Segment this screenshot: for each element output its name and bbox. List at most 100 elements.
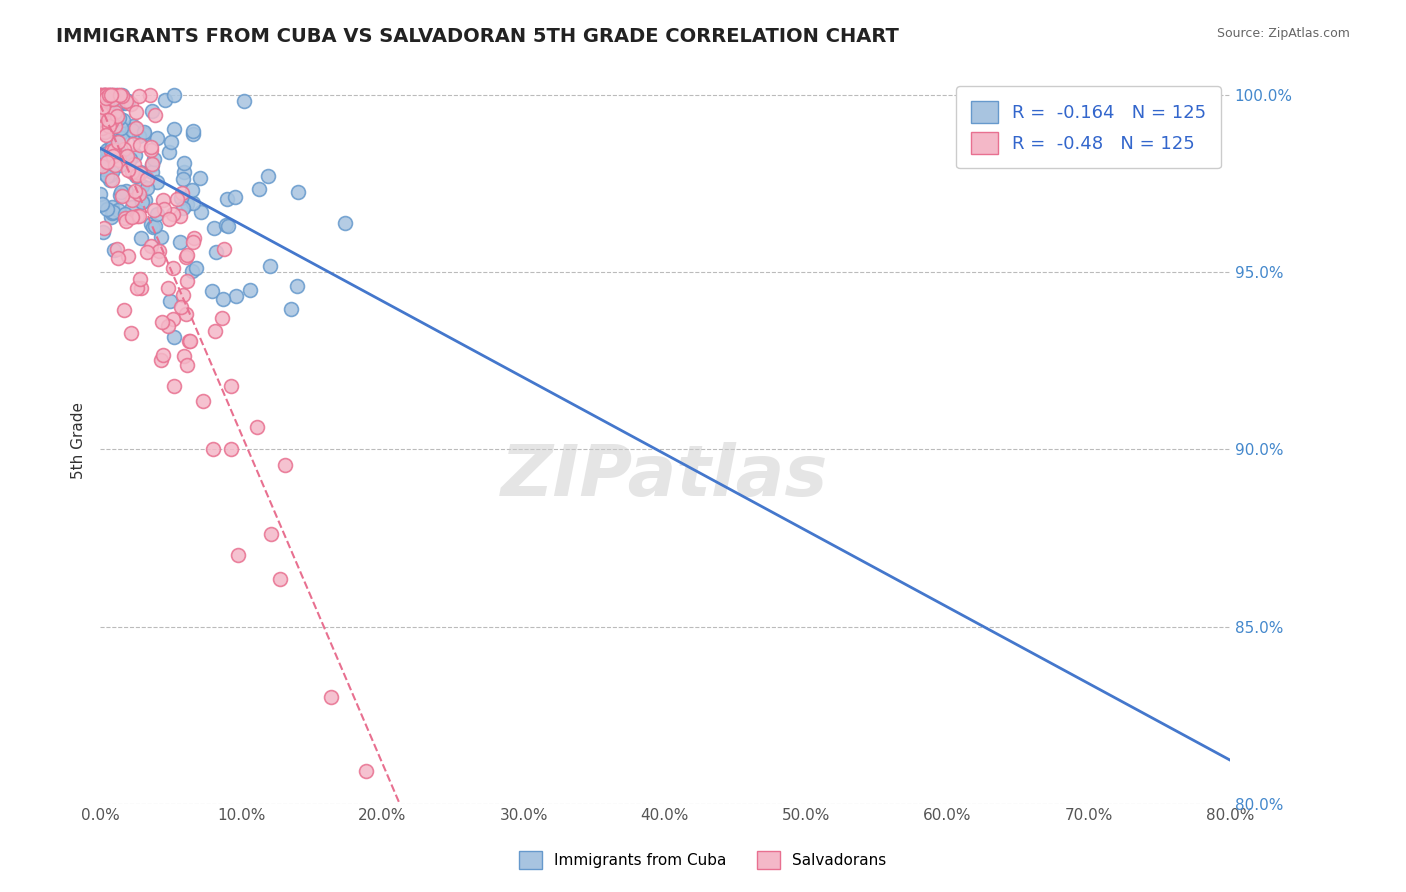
Point (176, 274, 198, 288)
Point (163, 121, 186, 136)
Point (100, 211, 122, 225)
Point (115, 184, 138, 198)
Point (139, 88, 162, 103)
Point (125, 169, 148, 183)
Point (94, 88, 117, 103)
Point (94, 128, 117, 142)
Point (205, 245, 228, 260)
Point (204, 324, 226, 338)
Point (103, 88, 125, 103)
Point (162, 312, 184, 326)
Point (131, 179, 153, 194)
Point (98, 168, 121, 182)
Point (233, 94, 256, 108)
Point (107, 251, 129, 265)
Point (176, 196, 198, 211)
Point (280, 302, 302, 317)
Point (146, 207, 169, 221)
Point (159, 293, 181, 308)
Point (125, 105, 148, 120)
Legend: R =  -0.164   N = 125, R =  -0.48   N = 125: R = -0.164 N = 125, R = -0.48 N = 125 (956, 87, 1220, 169)
Point (149, 353, 172, 368)
Point (89, 186, 111, 201)
Point (188, 170, 211, 185)
Point (97, 119, 120, 133)
Point (156, 280, 179, 294)
Point (94, 167, 117, 181)
Point (108, 88, 131, 103)
Point (103, 92, 125, 106)
Point (202, 442, 225, 456)
Point (139, 239, 162, 253)
Point (112, 302, 135, 317)
Point (146, 131, 169, 145)
Point (114, 207, 136, 221)
Point (90, 105, 112, 120)
Point (143, 108, 166, 122)
Point (333, 216, 356, 230)
Point (120, 326, 142, 340)
Point (107, 202, 129, 217)
Point (115, 214, 138, 228)
Point (100, 88, 122, 103)
Point (179, 334, 201, 348)
Point (93, 93, 115, 107)
Point (131, 281, 153, 295)
Point (101, 173, 124, 187)
Point (142, 219, 165, 234)
Point (257, 169, 280, 183)
Point (94, 90, 117, 104)
Point (97, 88, 120, 103)
Point (156, 319, 179, 334)
Point (107, 153, 129, 167)
Point (176, 248, 198, 262)
Point (91, 100, 114, 114)
Point (115, 148, 138, 162)
Point (269, 572, 291, 586)
Point (146, 175, 169, 189)
Point (212, 242, 235, 256)
Point (191, 394, 214, 409)
Point (212, 292, 235, 306)
Point (96, 98, 118, 112)
Point (103, 143, 125, 157)
Point (115, 94, 138, 108)
Point (246, 419, 269, 434)
Point (111, 89, 134, 103)
Point (169, 235, 191, 250)
Point (228, 549, 250, 563)
Point (101, 145, 124, 160)
Point (174, 307, 197, 321)
Point (215, 218, 238, 232)
Point (132, 125, 155, 139)
Point (118, 152, 141, 166)
Text: ZIPatlas: ZIPatlas (501, 442, 828, 511)
Point (97, 108, 120, 122)
Point (122, 157, 145, 171)
Point (125, 169, 148, 184)
Point (94, 88, 117, 103)
Point (134, 127, 156, 141)
Legend: Immigrants from Cuba, Salvadorans: Immigrants from Cuba, Salvadorans (513, 845, 893, 875)
Point (259, 260, 281, 274)
Point (128, 88, 150, 103)
Point (225, 289, 247, 303)
Point (173, 165, 195, 179)
Point (97, 88, 120, 103)
Point (101, 165, 124, 179)
Point (96, 202, 118, 216)
Point (124, 184, 146, 198)
Point (120, 97, 142, 112)
Point (128, 188, 150, 202)
Point (93, 125, 115, 139)
Point (184, 261, 207, 276)
Point (101, 204, 124, 219)
Point (93, 94, 115, 108)
Point (170, 300, 193, 314)
Point (157, 212, 180, 227)
Point (181, 183, 204, 197)
Point (93, 221, 115, 235)
Point (111, 189, 134, 203)
Point (172, 201, 194, 215)
Point (89, 88, 111, 103)
